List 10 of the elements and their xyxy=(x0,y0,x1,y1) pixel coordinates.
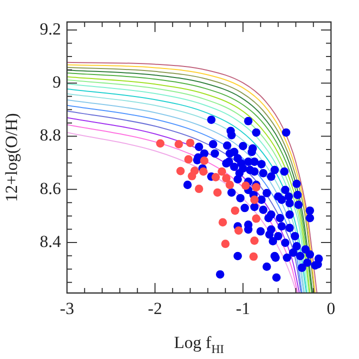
y-tick-label: 9.2 xyxy=(40,19,61,38)
x-tick-label: 0 xyxy=(326,298,336,318)
x-tick-label: -1 xyxy=(236,298,250,318)
y-axis-title: 12+log(O/H) xyxy=(2,113,21,202)
x-tick-label: -3 xyxy=(60,298,74,318)
x-tick-label: -2 xyxy=(148,298,162,318)
y-tick-label: 8.8 xyxy=(40,126,61,145)
y-tick-label: 8.4 xyxy=(40,232,62,251)
y-tick-label: 8.6 xyxy=(40,178,61,198)
y-tick-label: 9 xyxy=(52,72,61,92)
